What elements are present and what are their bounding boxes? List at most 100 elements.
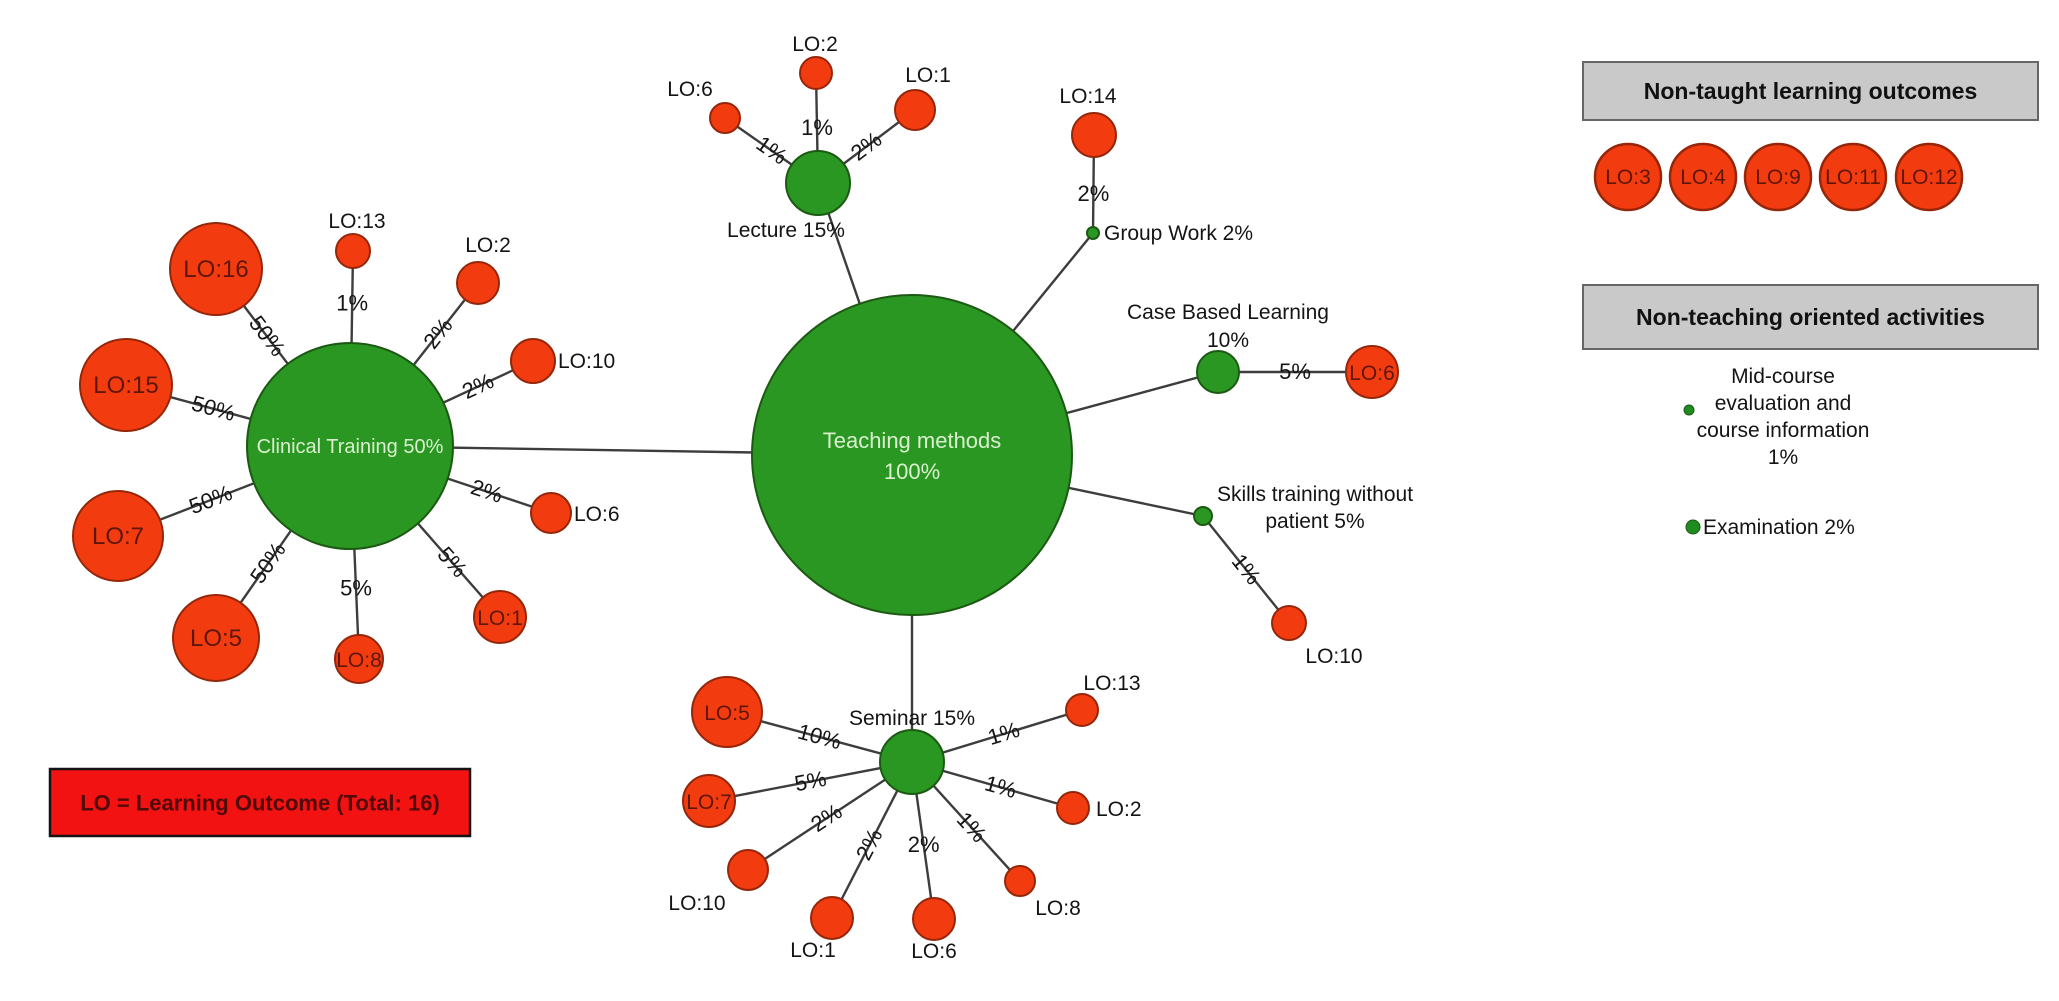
edge-skills-sk-lo10: [1202, 515, 1290, 624]
sm-lo2-label: LO:2: [1096, 798, 1142, 821]
lc-lo6-label-line: LO:6: [667, 78, 713, 101]
ct-lo10-node: [510, 338, 556, 384]
ct-lo15-node: [79, 338, 173, 432]
ct-lo7-node: [72, 490, 164, 582]
ct-lo2-label-line: LO:2: [465, 234, 511, 257]
sm-lo7-node: [682, 774, 736, 828]
ct-lo1-label-line: LO:1: [477, 607, 523, 630]
teaching-label-line: 100%: [884, 459, 940, 484]
cb-lo6-label: LO:6: [1349, 362, 1395, 385]
ct-lo5-label: LO:5: [190, 625, 242, 652]
ct-lo16-node: [169, 222, 263, 316]
ct-lo13-label: LO:13: [328, 210, 385, 233]
sm-lo5-label-line: LO:5: [704, 702, 750, 725]
edge-label-groupwork-gw-lo14: 2%: [1078, 181, 1110, 206]
lecture-node: [785, 150, 851, 216]
non-taught-outcome-4-label: LO:12: [1900, 166, 1957, 189]
ct-lo16-label: LO:16: [183, 256, 248, 283]
teaching-node: [751, 294, 1073, 616]
sm-lo1-label-line: LO:1: [790, 939, 836, 962]
edge-seminar-sm-lo7: [708, 760, 913, 803]
sm-lo6-node: [912, 897, 956, 941]
lc-lo1-label-line: LO:1: [905, 64, 951, 87]
ct-lo13-node: [335, 233, 371, 269]
non-taught-outcome-0-node: [1593, 142, 1663, 212]
lc-lo2-label: LO:2: [792, 33, 838, 56]
non-taught-outcome-2-label: LO:9: [1755, 166, 1801, 189]
ct-lo10-label: LO:10: [558, 350, 615, 373]
ct-lo2-label: LO:2: [465, 234, 511, 257]
sm-lo5-node: [691, 676, 763, 748]
ct-lo6-label-line: LO:6: [574, 503, 620, 526]
sm-lo13-label-line: LO:13: [1083, 672, 1140, 695]
edge-label-clinical-ct-lo13: 1%: [336, 291, 368, 316]
edge-label-lecture-lc-lo2: 1%: [801, 115, 833, 140]
cbl-label-line: 10%: [1207, 329, 1249, 352]
legend-text: LO = Learning Outcome (Total: 16): [80, 791, 440, 816]
groupwork-node: [1086, 226, 1100, 240]
lecture-label-line: Lecture 15%: [727, 219, 845, 242]
gw-lo14-node: [1071, 112, 1117, 158]
sm-lo8-label: LO:8: [1035, 897, 1081, 920]
ct-lo2-node: [456, 261, 500, 305]
non-teaching-panel-header: [1582, 284, 2039, 350]
sk-lo10-node: [1271, 605, 1307, 641]
non-teaching-item-0-label-line: Mid-course: [1731, 365, 1835, 388]
teaching-label: Teaching methods 100%: [823, 428, 1002, 484]
ct-lo5-node: [172, 594, 260, 682]
skills-node: [1193, 506, 1213, 526]
sm-lo6-label: LO:6: [911, 940, 957, 963]
groupwork-label-line: Group Work 2%: [1104, 222, 1253, 245]
sm-lo1-node: [810, 896, 854, 940]
sm-lo10-node: [727, 849, 769, 891]
non-taught-outcome-4-node: [1894, 142, 1964, 212]
ct-lo8-node: [334, 634, 384, 684]
ct-lo1-node: [473, 590, 527, 644]
edge-label-cbl-cb-lo6: 5%: [1279, 359, 1311, 384]
sk-lo10-label: LO:10: [1305, 645, 1362, 668]
ct-lo7-label: LO:7: [92, 523, 144, 550]
lc-lo1-node: [894, 89, 936, 131]
sm-lo13-label: LO:13: [1083, 672, 1140, 695]
non-teaching-item-0-label-line: evaluation and: [1715, 392, 1852, 415]
non-taught-panel-header: [1582, 61, 2039, 121]
ct-lo8-label-line: LO:8: [336, 649, 382, 672]
non-teaching-item-1-label: Examination 2%: [1703, 516, 1855, 539]
lc-lo6-node: [709, 102, 741, 134]
sm-lo7-label: LO:7: [686, 791, 732, 814]
edge-label-clinical-ct-lo8: 5%: [340, 576, 372, 601]
sm-lo2-label-line: LO:2: [1096, 798, 1142, 821]
non-taught-outcome-0-label: LO:3: [1605, 166, 1651, 189]
cbl-label-line: Case Based Learning: [1127, 301, 1329, 324]
cb-lo6-label-line: LO:6: [1349, 362, 1395, 385]
ct-lo1-label: LO:1: [477, 607, 523, 630]
seminar-label: Seminar 15%: [849, 707, 975, 730]
ct-lo13-label-line: LO:13: [328, 210, 385, 233]
sm-lo13-node: [1065, 693, 1099, 727]
edge-label-seminar-sm-lo6: 2%: [908, 832, 940, 857]
edge-label-seminar-sm-lo7: 5%: [792, 766, 828, 797]
lc-lo6-label: LO:6: [667, 78, 713, 101]
skills-label: Skills training without patient 5%: [1217, 483, 1413, 533]
skills-label-line: patient 5%: [1265, 510, 1364, 533]
non-teaching-item-0-dot: [1683, 404, 1695, 416]
groupwork-label: Group Work 2%: [1104, 222, 1253, 245]
ct-lo7-label-line: LO:7: [92, 523, 144, 550]
sm-lo2-node: [1056, 791, 1090, 825]
cbl-label: Case Based Learning 10%: [1127, 301, 1329, 352]
sm-lo8-node: [1004, 865, 1036, 897]
ct-lo5-label-line: LO:5: [190, 625, 242, 652]
ct-lo16-label-line: LO:16: [183, 256, 248, 283]
sm-lo8-label-line: LO:8: [1035, 897, 1081, 920]
legend-box: [48, 767, 472, 838]
cbl-node: [1196, 350, 1240, 394]
teaching-label-line: Teaching methods: [823, 428, 1002, 453]
ct-lo6-node: [530, 492, 572, 534]
lc-lo1-label: LO:1: [905, 64, 951, 87]
seminar-label-line: Seminar 15%: [849, 707, 975, 730]
non-teaching-item-0-label: Mid-course evaluation and course informati…: [1697, 365, 1870, 469]
gw-lo14-label-line: LO:14: [1059, 85, 1117, 108]
non-teaching-item-0-label-line: course information: [1697, 419, 1870, 442]
